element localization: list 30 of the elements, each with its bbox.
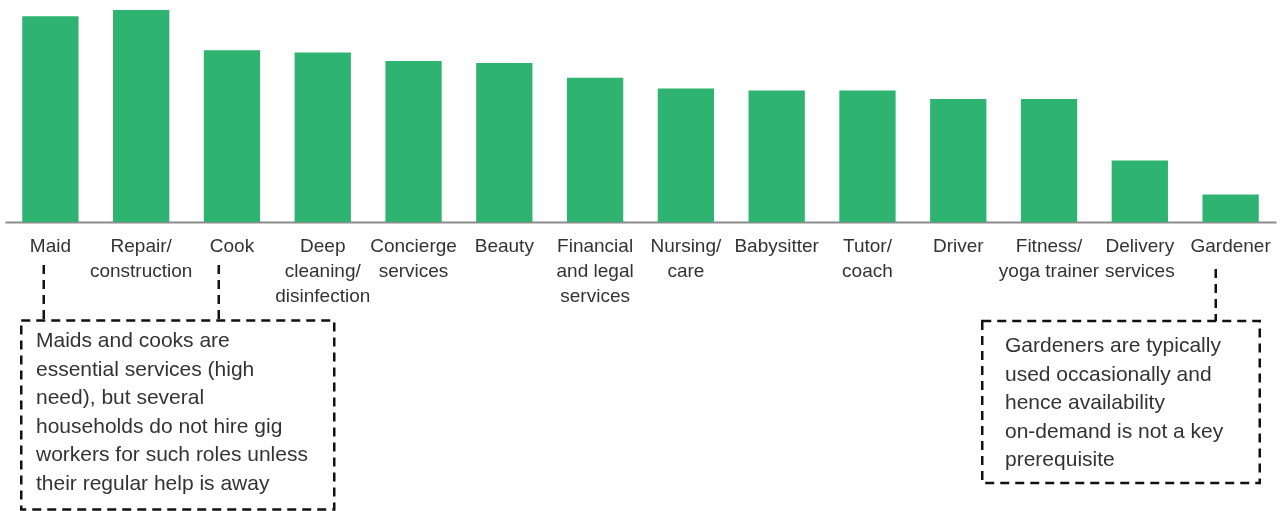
bar xyxy=(476,63,533,222)
bar xyxy=(1111,160,1168,222)
x-tick-label: Fitness/ yoga trainer xyxy=(998,234,1100,281)
x-tick-label: Nursing/ care xyxy=(650,234,722,281)
x-tick-label: Tutor/ coach xyxy=(842,234,893,281)
x-tick-label: Maid xyxy=(29,234,71,256)
bar xyxy=(1202,194,1259,222)
x-tick-label: Babysitter xyxy=(734,234,820,256)
bar xyxy=(294,52,351,222)
x-tick-label: Financial and legal services xyxy=(556,234,634,306)
bar xyxy=(203,50,261,222)
x-tick-label: Delivery services xyxy=(1104,234,1175,281)
bar xyxy=(1020,99,1078,222)
x-tick-label: Beauty xyxy=(474,234,535,256)
bar xyxy=(930,99,987,222)
bar xyxy=(113,10,170,222)
x-tick-label: Repair/ construction xyxy=(89,234,193,281)
x-tick-label: Concierge services xyxy=(370,234,457,281)
text: Gardeners are typically used occasionally and hence availability on-demand is not a key prerequisite xyxy=(1005,332,1224,473)
text: Maids and cooks are essential services (high need), but several households do not hire gig workers for such roles unless their regular help is away xyxy=(36,327,308,496)
bar xyxy=(748,90,805,222)
bar xyxy=(385,60,442,222)
x-tick-label: Driver xyxy=(932,234,985,256)
bar xyxy=(566,77,624,222)
x-tick-label: Cook xyxy=(209,234,255,256)
x-tick-label: Deep cleaning/ disinfection xyxy=(275,234,371,306)
bar xyxy=(22,16,79,222)
bar xyxy=(839,90,896,222)
bar xyxy=(657,88,715,222)
x-tick-label: Gardener xyxy=(1190,234,1272,256)
